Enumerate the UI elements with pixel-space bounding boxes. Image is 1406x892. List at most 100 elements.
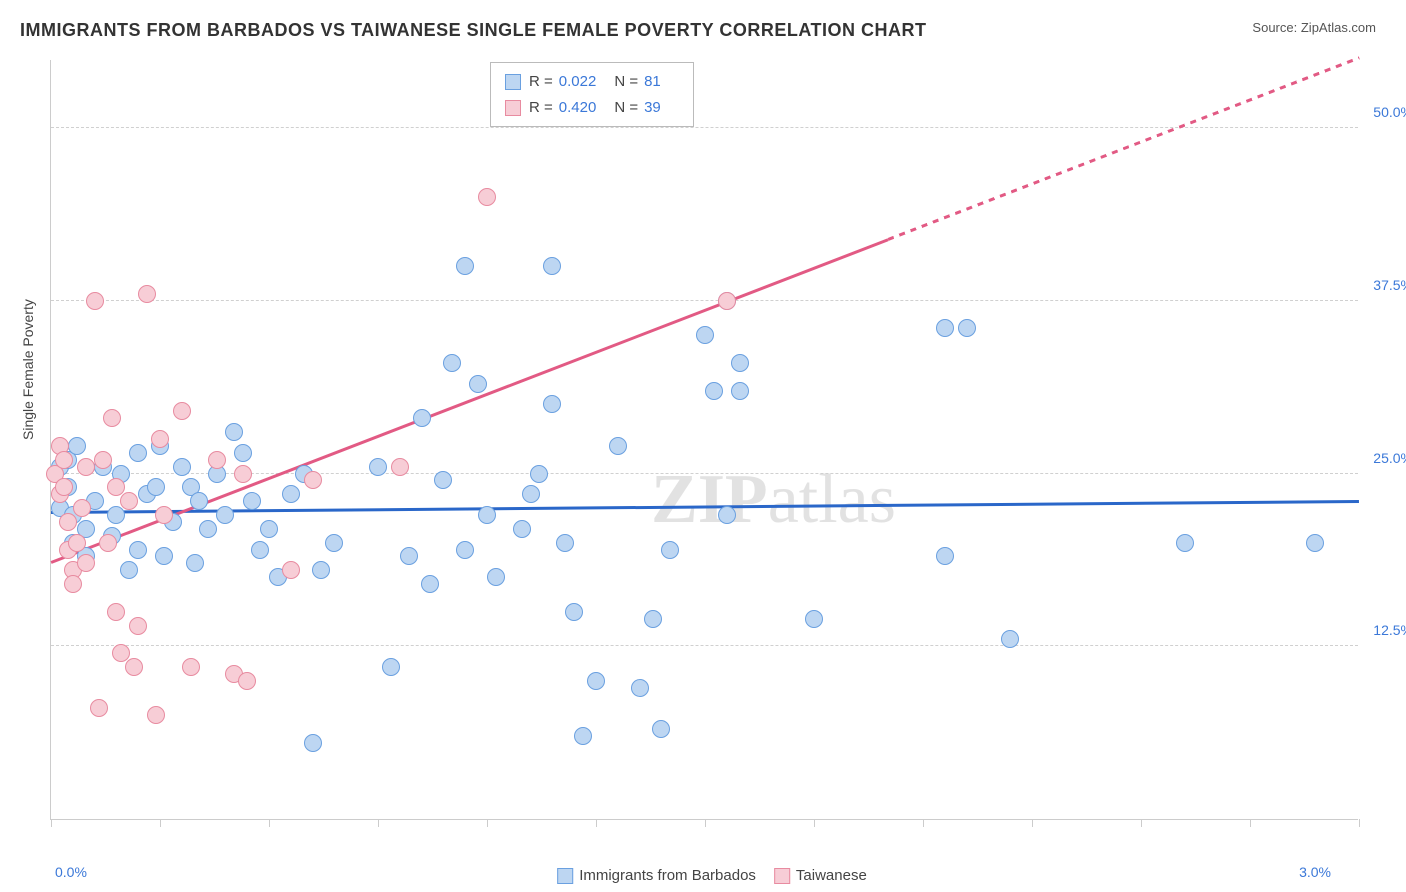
stat-r-value: 0.022 <box>559 73 597 90</box>
data-point <box>631 679 649 697</box>
stats-legend-box: R = 0.022 N = 81 R =0.420N =39 <box>490 62 694 127</box>
data-point <box>487 568 505 586</box>
data-point <box>565 603 583 621</box>
data-point <box>107 506 125 524</box>
legend-label: Immigrants from Barbados <box>579 867 756 884</box>
x-tick <box>596 819 597 827</box>
plot-area: ZIPatlas 12.5%25.0%37.5%50.0% <box>50 60 1358 820</box>
data-point <box>478 506 496 524</box>
data-point <box>661 541 679 559</box>
data-point <box>304 471 322 489</box>
x-tick <box>269 819 270 827</box>
data-point <box>805 610 823 628</box>
data-point <box>1001 630 1019 648</box>
stat-n-label: N = <box>614 73 638 90</box>
data-point <box>705 382 723 400</box>
data-point <box>382 658 400 676</box>
data-point <box>77 554 95 572</box>
data-point <box>644 610 662 628</box>
data-point <box>282 561 300 579</box>
data-point <box>103 409 121 427</box>
stat-n-value: 39 <box>644 99 661 116</box>
data-point <box>478 188 496 206</box>
data-point <box>94 451 112 469</box>
y-tick-label: 12.5% <box>1373 622 1406 638</box>
x-tick <box>378 819 379 827</box>
data-point <box>413 409 431 427</box>
stat-r-value: 0.420 <box>559 99 597 116</box>
data-point <box>456 257 474 275</box>
data-point <box>574 727 592 745</box>
gridline <box>51 300 1358 301</box>
data-point <box>55 451 73 469</box>
data-point <box>155 547 173 565</box>
data-point <box>522 485 540 503</box>
data-point <box>652 720 670 738</box>
y-tick-label: 50.0% <box>1373 104 1406 120</box>
x-tick <box>51 819 52 827</box>
data-point <box>190 492 208 510</box>
data-point <box>68 534 86 552</box>
x-tick <box>1032 819 1033 827</box>
data-point <box>55 478 73 496</box>
source-name: ZipAtlas.com <box>1301 20 1376 35</box>
chart-title: IMMIGRANTS FROM BARBADOS VS TAIWANESE SI… <box>20 20 927 41</box>
data-point <box>234 465 252 483</box>
data-point <box>138 285 156 303</box>
gridline <box>51 127 1358 128</box>
data-point <box>718 506 736 524</box>
data-point <box>543 257 561 275</box>
data-point <box>251 541 269 559</box>
legend-swatch <box>505 100 521 116</box>
data-point <box>400 547 418 565</box>
data-point <box>173 458 191 476</box>
data-point <box>587 672 605 690</box>
data-point <box>64 575 82 593</box>
stat-n-value: 81 <box>644 73 661 90</box>
x-axis-min-label: 0.0% <box>55 864 87 880</box>
legend-swatch <box>774 868 790 884</box>
data-point <box>1176 534 1194 552</box>
stat-row: R =0.420N =39 <box>505 95 679 121</box>
data-point <box>304 734 322 752</box>
data-point <box>718 292 736 310</box>
legend-label: Taiwanese <box>796 867 867 884</box>
data-point <box>530 465 548 483</box>
data-point <box>234 444 252 462</box>
legend-swatch <box>557 868 573 884</box>
data-point <box>107 603 125 621</box>
data-point <box>260 520 278 538</box>
data-point <box>125 658 143 676</box>
data-point <box>86 292 104 310</box>
data-point <box>173 402 191 420</box>
data-point <box>325 534 343 552</box>
stat-r-label: R = <box>529 73 553 90</box>
x-tick <box>1359 819 1360 827</box>
x-tick <box>923 819 924 827</box>
data-point <box>696 326 714 344</box>
x-tick <box>705 819 706 827</box>
y-axis-title: Single Female Poverty <box>20 299 36 440</box>
data-point <box>147 706 165 724</box>
x-tick <box>814 819 815 827</box>
data-point <box>1306 534 1324 552</box>
data-point <box>208 451 226 469</box>
data-point <box>238 672 256 690</box>
data-point <box>186 554 204 572</box>
data-point <box>68 437 86 455</box>
x-tick <box>1141 819 1142 827</box>
data-point <box>225 423 243 441</box>
data-point <box>312 561 330 579</box>
legend-bottom: Immigrants from Barbados Taiwanese <box>539 867 867 884</box>
data-point <box>147 478 165 496</box>
data-point <box>243 492 261 510</box>
gridline <box>51 645 1358 646</box>
x-tick <box>160 819 161 827</box>
data-point <box>151 430 169 448</box>
data-point <box>77 458 95 476</box>
data-point <box>556 534 574 552</box>
stat-row: R = 0.022 N = 81 <box>505 69 679 95</box>
data-point <box>120 561 138 579</box>
data-point <box>282 485 300 503</box>
data-point <box>421 575 439 593</box>
